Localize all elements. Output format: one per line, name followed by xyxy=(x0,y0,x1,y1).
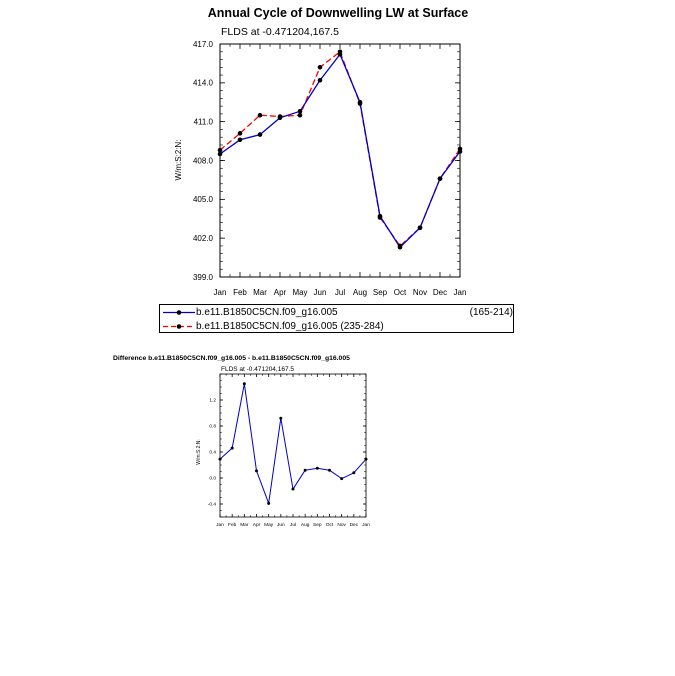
main-x-tick-label: Apr xyxy=(274,288,287,297)
diff-series-1-point xyxy=(291,487,295,491)
legend-entry-2: b.e11.B1850C5CN.f09_g16.005 (235-284) xyxy=(160,320,513,333)
main-series-1-point xyxy=(337,52,343,57)
diff-series-1-point xyxy=(352,471,356,475)
diff-series-1-point xyxy=(230,446,234,450)
main-x-tick-label: May xyxy=(292,288,307,297)
main-series-1-point xyxy=(397,244,403,250)
diff-x-tick-label: Dec xyxy=(350,522,359,528)
main-chart-title: Annual Cycle of Downwelling LW at Surfac… xyxy=(208,6,468,20)
main-y-tick-label: 399.0 xyxy=(193,273,214,282)
diff-x-tick-label: Jan xyxy=(216,522,224,528)
main-series-1-point xyxy=(217,151,223,157)
diff-series-1-point xyxy=(255,469,258,473)
diff-x-tick-label: May xyxy=(264,522,274,528)
main-series-1-point xyxy=(357,99,363,105)
main-series-2-point xyxy=(237,131,243,136)
diff-y-tick-label: 0.8 xyxy=(209,424,216,430)
main-x-tick-label: Feb xyxy=(233,288,247,297)
main-x-tick-label: Jul xyxy=(335,288,345,297)
legend-range-1: (165-214) xyxy=(469,307,513,318)
main-y-tick-label: 408.0 xyxy=(193,156,214,165)
diff-series-1-point xyxy=(340,477,344,481)
diff-series-1-point xyxy=(279,416,283,420)
main-x-tick-label: Jan xyxy=(214,288,227,297)
main-x-tick-label: Jan xyxy=(454,288,467,297)
legend-entry-1: b.e11.B1850C5CN.f09_g16.005 (165-214) xyxy=(160,306,513,319)
main-y-tick-label: 417.0 xyxy=(193,40,214,49)
main-x-tick-label: Aug xyxy=(353,288,367,297)
diff-x-tick-label: Jul xyxy=(290,522,296,528)
diff-series-1-point xyxy=(364,457,368,461)
difference-chart-subtitle: FLDS at -0.471204,167.5 xyxy=(221,366,294,373)
diff-x-tick-label: Apr xyxy=(253,522,261,528)
diff-x-tick-label: Jun xyxy=(277,522,285,528)
diff-series-1-point xyxy=(218,457,222,461)
main-chart-plot-frame xyxy=(219,43,461,278)
main-x-tick-label: Jun xyxy=(314,288,327,297)
diff-y-tick-label: 1.2 xyxy=(209,398,216,404)
main-series-2-point xyxy=(297,112,303,118)
main-x-tick-label: Oct xyxy=(394,288,407,297)
main-series-1-point xyxy=(297,109,303,114)
main-chart-legend: b.e11.B1850C5CN.f09_g16.005 (165-214) b.… xyxy=(159,304,514,333)
main-chart: Annual Cycle of Downwelling LW at Surfac… xyxy=(174,6,468,297)
main-series-1-point xyxy=(237,137,243,143)
main-series-2-point xyxy=(217,147,223,153)
main-y-tick-label: 414.0 xyxy=(193,79,214,88)
main-y-tick-label: 402.0 xyxy=(193,234,214,243)
diff-series-1-point xyxy=(242,382,246,386)
difference-chart-ylabel: W/m:S:2:N: xyxy=(196,439,202,465)
diff-x-tick-label: Oct xyxy=(326,522,334,528)
diff-x-tick-label: Jan xyxy=(362,522,370,528)
legend-label-2-range: (235-284) xyxy=(340,321,384,332)
difference-chart-title: Difference b.e11.B1850C5CN.f09_g16.005 -… xyxy=(113,355,350,362)
diff-series-line-1 xyxy=(219,383,367,504)
main-series-1-point xyxy=(317,77,323,83)
main-series-line-1 xyxy=(219,53,461,248)
diff-series-1-point xyxy=(328,468,331,472)
diff-x-tick-label: Mar xyxy=(240,522,249,528)
diff-y-tick-label: 0.0 xyxy=(209,476,216,482)
diff-y-tick-label: -0.4 xyxy=(208,502,217,508)
main-chart-series xyxy=(217,49,463,250)
main-series-1-point xyxy=(457,149,463,154)
main-series-1-point xyxy=(437,176,443,181)
difference-chart-ticks: Jan Feb Mar Apr May Jun Jul Aug Sep Oct Nov Dec Jan-… xyxy=(208,373,370,528)
legend-label-2: b.e11.B1850C5CN.f09_g16.005 (235-284) xyxy=(196,320,384,333)
main-series-2-point xyxy=(257,112,263,118)
difference-chart: Difference b.e11.B1850C5CN.f09_g16.005 -… xyxy=(113,355,370,528)
diff-x-tick-label: Feb xyxy=(228,522,237,528)
main-x-tick-label: Dec xyxy=(433,288,447,297)
main-series-1-point xyxy=(257,132,263,137)
main-chart-ticks: Jan Feb Mar Apr May Jun Jul Aug Sep Oct Nov Dec Jan3… xyxy=(193,40,466,297)
difference-chart-series xyxy=(218,382,368,505)
legend-swatch-dashed xyxy=(163,324,195,329)
diff-x-tick-label: Aug xyxy=(301,522,310,528)
main-y-tick-label: 405.0 xyxy=(193,195,214,204)
main-x-tick-label: Sep xyxy=(373,288,388,297)
legend-label-2-name: b.e11.B1850C5CN.f09_g16.005 xyxy=(196,321,338,332)
main-x-tick-label: Mar xyxy=(253,288,267,297)
main-y-tick-label: 411.0 xyxy=(194,117,214,126)
legend-label-1: b.e11.B1850C5CN.f09_g16.005 xyxy=(196,307,338,318)
diff-x-tick-label: Sep xyxy=(313,522,322,528)
main-chart-subtitle: FLDS at -0.471204,167.5 xyxy=(221,26,339,38)
diff-series-1-point xyxy=(267,501,271,505)
diff-y-tick-label: 0.4 xyxy=(209,450,216,456)
diff-series-1-point xyxy=(303,468,307,472)
main-series-2-point xyxy=(317,65,323,70)
diff-x-tick-label: Nov xyxy=(337,522,346,528)
main-series-1-point xyxy=(417,225,423,231)
main-x-tick-label: Nov xyxy=(413,288,427,297)
main-chart-ylabel: W/m:S:2:N: xyxy=(174,140,183,181)
main-series-1-point xyxy=(377,213,383,219)
diff-series-1-point xyxy=(315,466,319,470)
legend-swatch-solid xyxy=(163,310,195,315)
main-series-1-point xyxy=(277,115,283,121)
